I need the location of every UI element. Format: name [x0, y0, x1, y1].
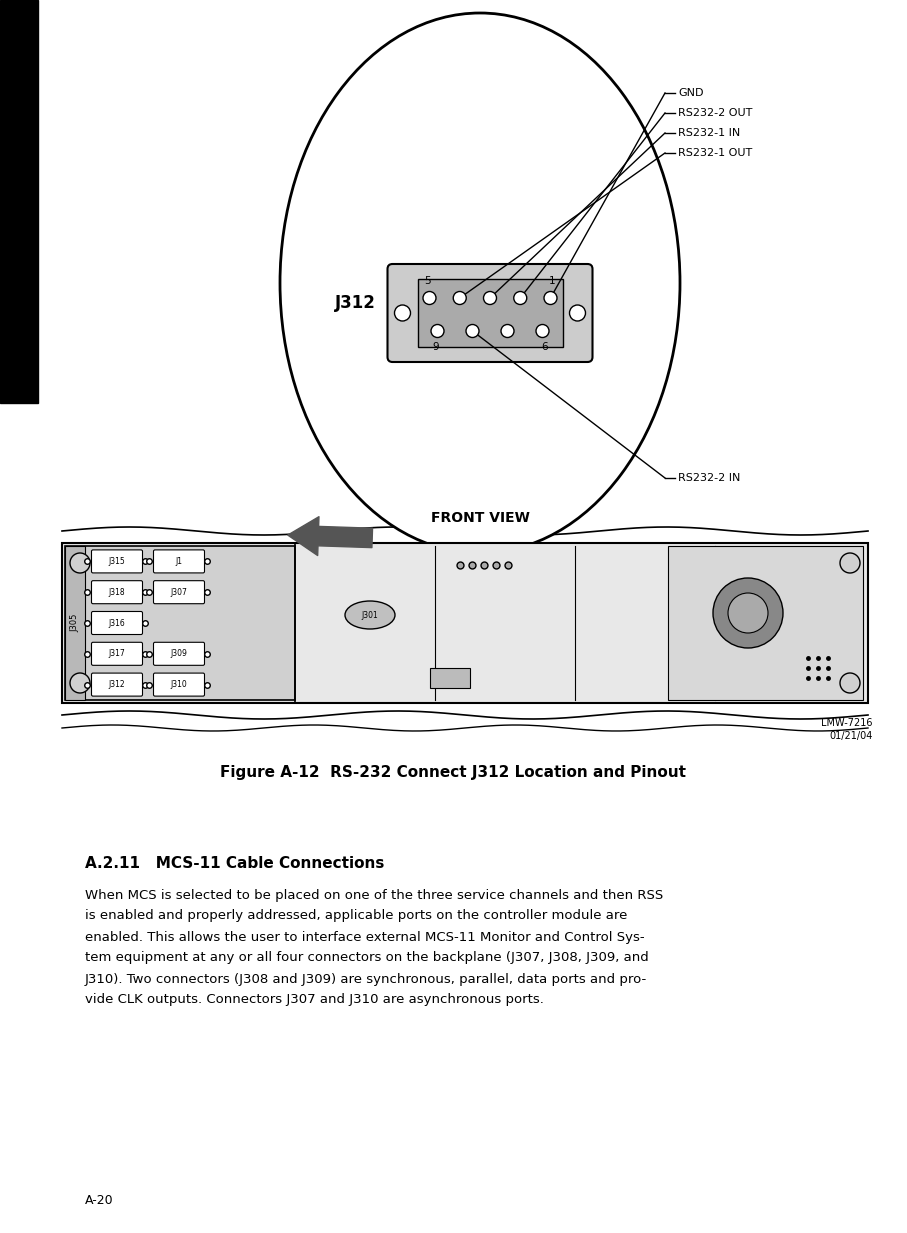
- Circle shape: [423, 291, 436, 305]
- Text: When MCS is selected to be placed on one of the three service channels and then : When MCS is selected to be placed on one…: [85, 889, 663, 901]
- Circle shape: [728, 593, 768, 633]
- Text: GND: GND: [678, 88, 704, 97]
- Bar: [430, 668, 470, 688]
- Bar: [65, 546, 295, 700]
- Circle shape: [70, 673, 90, 693]
- Text: enabled. This allows the user to interface external MCS-11 Monitor and Control S: enabled. This allows the user to interfa…: [85, 931, 645, 943]
- Bar: [668, 546, 863, 700]
- Bar: [65, 546, 85, 700]
- Circle shape: [544, 291, 557, 305]
- Text: RS232-2 OUT: RS232-2 OUT: [678, 109, 753, 118]
- Text: J318: J318: [109, 588, 125, 597]
- FancyBboxPatch shape: [92, 642, 142, 666]
- Text: 5: 5: [424, 276, 431, 286]
- Text: J312: J312: [335, 293, 375, 312]
- Circle shape: [570, 305, 586, 321]
- Text: J1: J1: [175, 557, 182, 566]
- FancyBboxPatch shape: [153, 642, 204, 666]
- FancyArrowPatch shape: [288, 517, 373, 556]
- Text: vide CLK outputs. Connectors J307 and J310 are asynchronous ports.: vide CLK outputs. Connectors J307 and J3…: [85, 994, 544, 1006]
- Text: A-20: A-20: [85, 1195, 113, 1207]
- Text: 01/21/04: 01/21/04: [830, 731, 873, 741]
- Ellipse shape: [280, 14, 680, 552]
- FancyBboxPatch shape: [92, 550, 142, 573]
- Ellipse shape: [345, 600, 395, 629]
- Text: LMW-7216: LMW-7216: [822, 718, 873, 727]
- Text: 6: 6: [541, 342, 548, 351]
- Circle shape: [454, 291, 466, 305]
- Text: J310: J310: [171, 681, 188, 689]
- Text: J309: J309: [171, 650, 188, 658]
- FancyBboxPatch shape: [153, 550, 204, 573]
- Text: A.2.11   MCS-11 Cable Connections: A.2.11 MCS-11 Cable Connections: [85, 856, 385, 870]
- Text: Figure A-12  RS-232 Connect J312 Location and Pinout: Figure A-12 RS-232 Connect J312 Location…: [220, 766, 686, 780]
- Circle shape: [395, 305, 411, 321]
- Text: 9: 9: [433, 342, 439, 351]
- Text: RS232-1 IN: RS232-1 IN: [678, 128, 740, 138]
- FancyBboxPatch shape: [92, 673, 142, 697]
- Text: J310). Two connectors (J308 and J309) are synchronous, parallel, data ports and : J310). Two connectors (J308 and J309) ar…: [85, 973, 648, 985]
- Text: J315: J315: [109, 557, 125, 566]
- Text: J316: J316: [109, 619, 125, 628]
- FancyBboxPatch shape: [153, 673, 204, 697]
- Bar: [0, 0, 38, 403]
- Bar: [62, 543, 868, 703]
- Text: 1: 1: [549, 276, 556, 286]
- FancyBboxPatch shape: [92, 581, 142, 604]
- Text: J312: J312: [109, 681, 125, 689]
- Text: RS232-2 IN: RS232-2 IN: [678, 473, 740, 483]
- Circle shape: [513, 291, 527, 305]
- Text: J305: J305: [71, 614, 80, 633]
- Circle shape: [431, 324, 444, 338]
- Circle shape: [483, 291, 496, 305]
- Circle shape: [536, 324, 549, 338]
- Bar: [417, 279, 562, 346]
- Text: J307: J307: [171, 588, 188, 597]
- Text: tem equipment at any or all four connectors on the backplane (J307, J308, J309, : tem equipment at any or all four connect…: [85, 952, 649, 964]
- Circle shape: [70, 552, 90, 573]
- Text: FRONT VIEW: FRONT VIEW: [431, 510, 530, 525]
- Text: RS232-1 OUT: RS232-1 OUT: [678, 148, 752, 158]
- FancyBboxPatch shape: [153, 581, 204, 604]
- Circle shape: [713, 578, 783, 649]
- Text: J317: J317: [109, 650, 125, 658]
- Circle shape: [840, 552, 860, 573]
- FancyBboxPatch shape: [92, 612, 142, 635]
- Text: J301: J301: [362, 610, 378, 619]
- Text: is enabled and properly addressed, applicable ports on the controller module are: is enabled and properly addressed, appli…: [85, 910, 628, 922]
- FancyBboxPatch shape: [387, 264, 592, 363]
- Circle shape: [501, 324, 514, 338]
- Circle shape: [466, 324, 479, 338]
- Circle shape: [840, 673, 860, 693]
